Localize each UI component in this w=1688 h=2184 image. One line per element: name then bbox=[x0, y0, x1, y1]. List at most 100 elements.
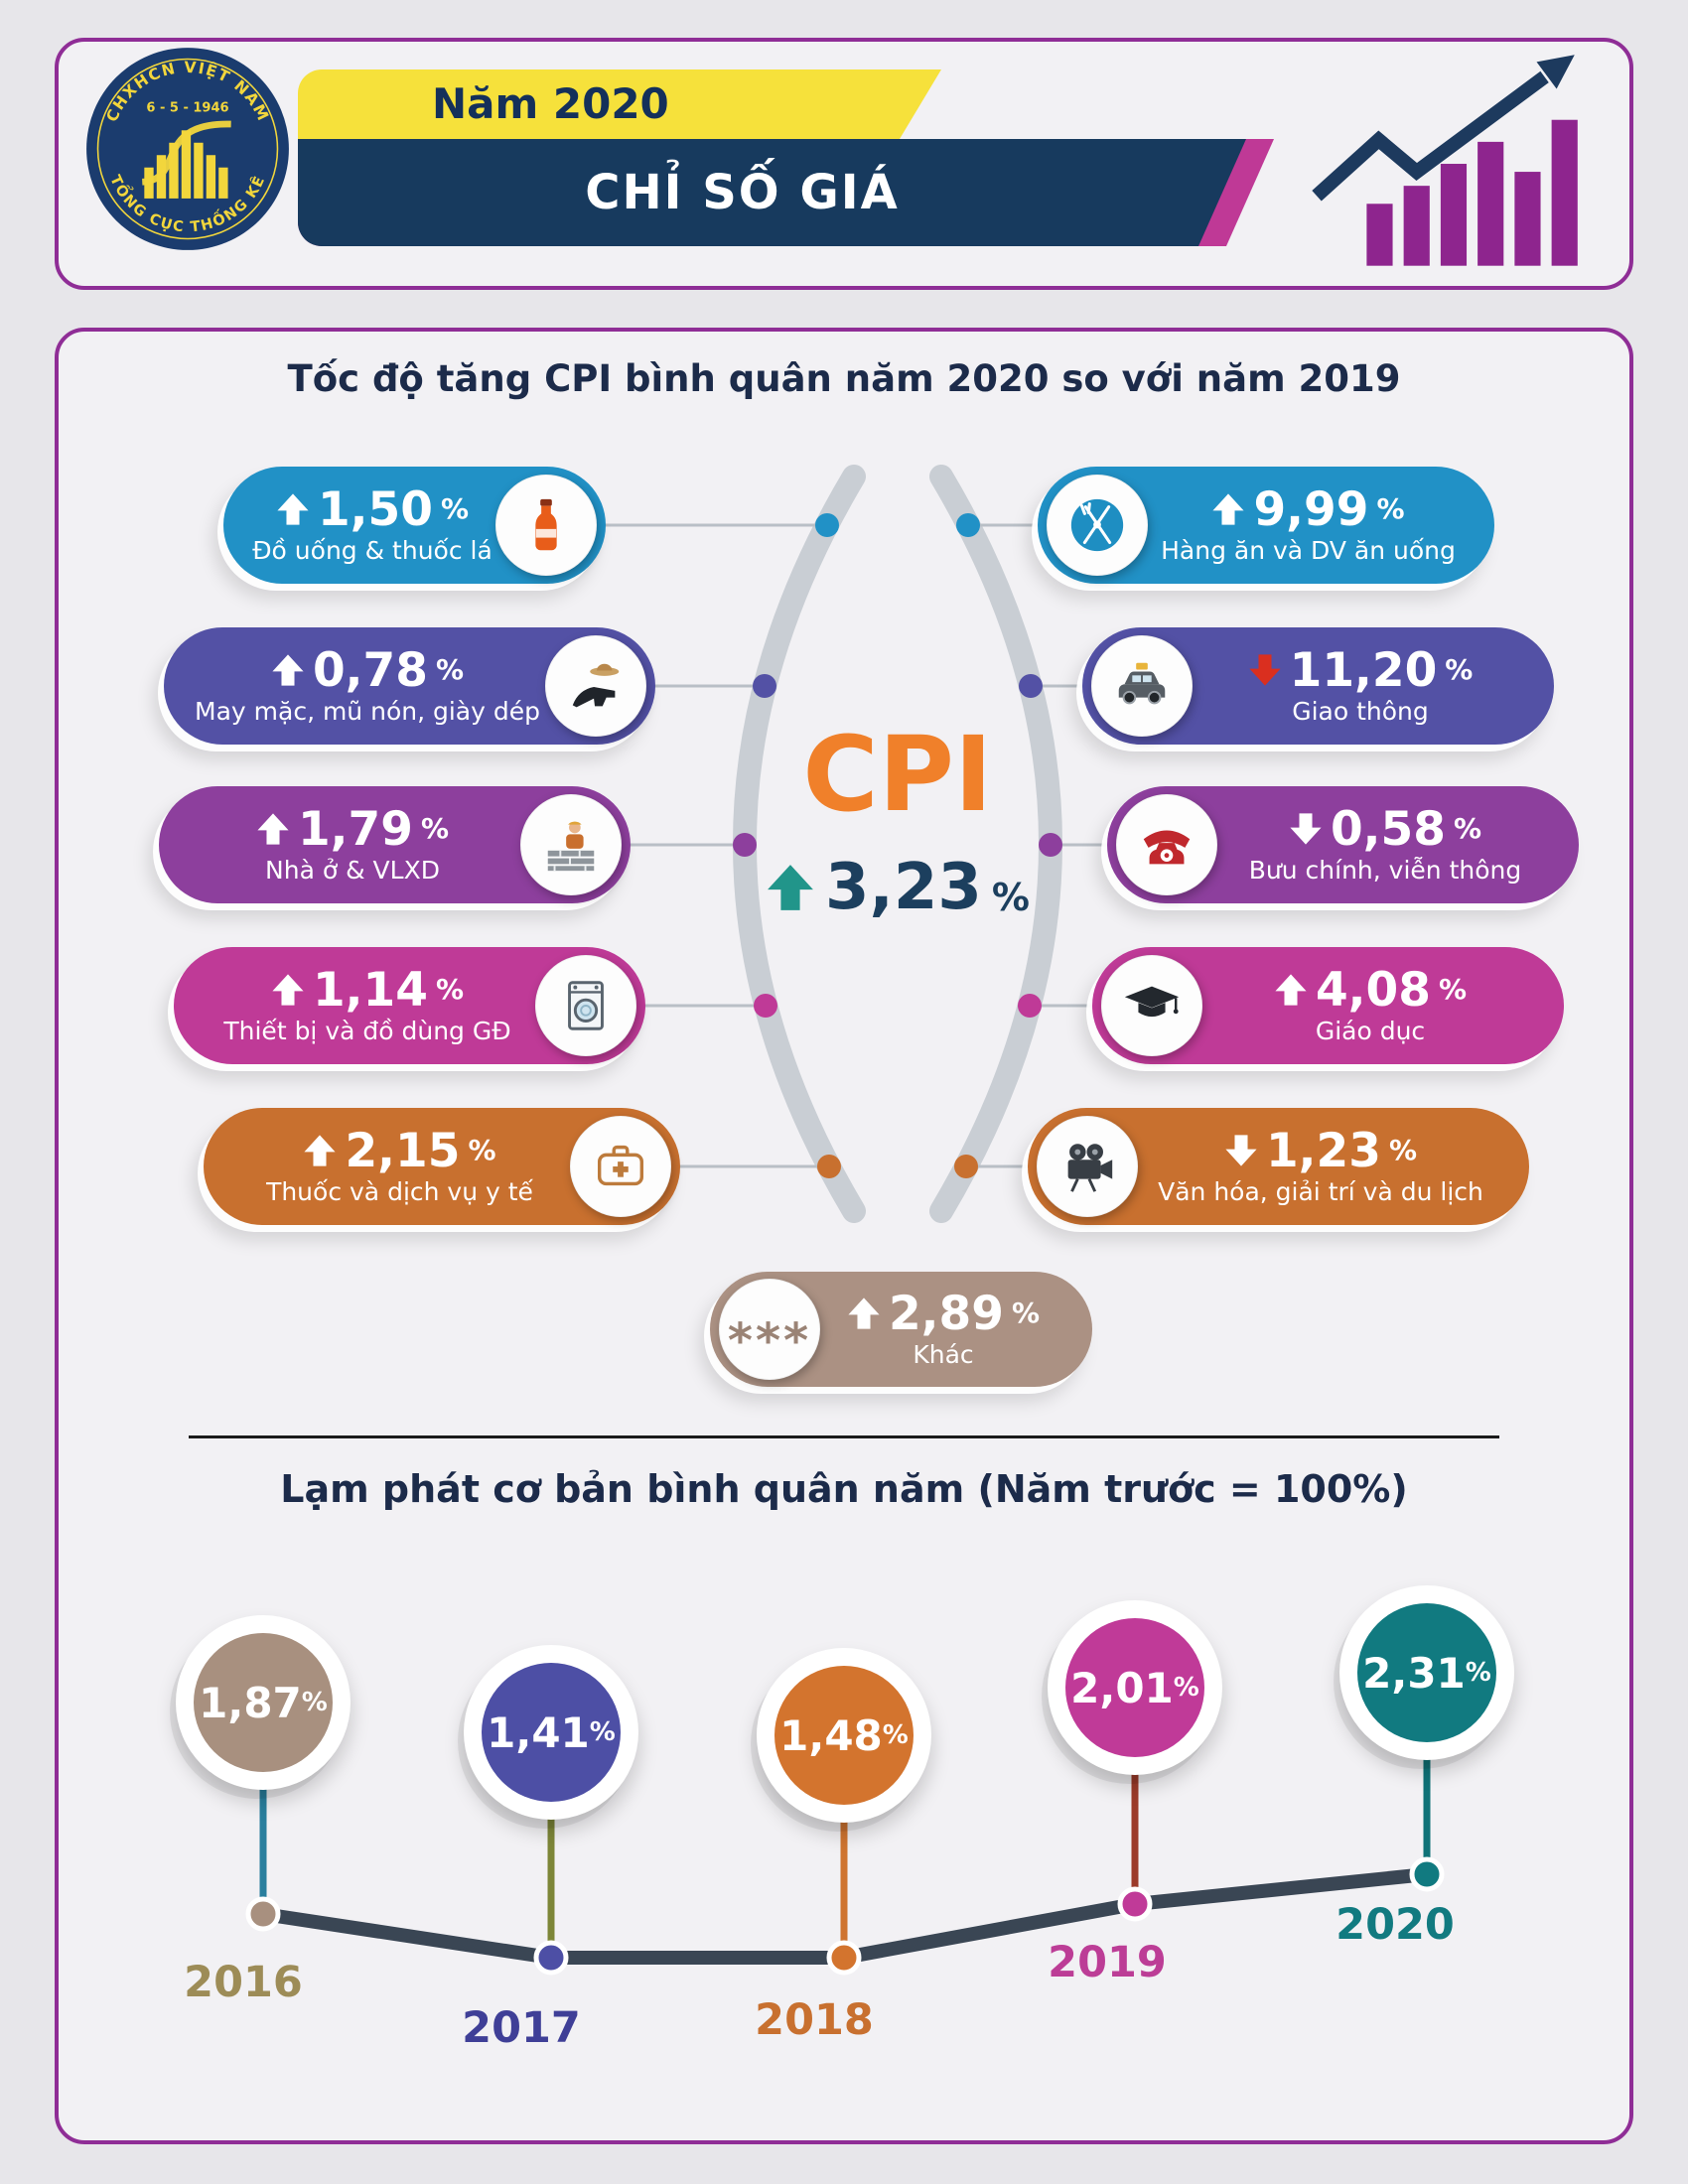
pill-category-label: Nhà ở & VLXD bbox=[265, 855, 440, 885]
cpi-category-pill-transport: 11,20% Giao thông bbox=[1082, 627, 1554, 745]
cpi-center-label: CPI bbox=[802, 714, 993, 835]
pill-value-unit: % bbox=[1453, 812, 1482, 845]
inflation-value: 1,87 bbox=[199, 1678, 302, 1727]
year-label-2016: 2016 bbox=[184, 1958, 303, 2007]
trend-arrow-icon bbox=[272, 974, 304, 1006]
pill-value-unit: % bbox=[1011, 1297, 1041, 1329]
icon-holder bbox=[1091, 635, 1193, 737]
pill-value-text: 4,08 bbox=[1315, 962, 1431, 1018]
pill-value-text: 0,78 bbox=[312, 642, 428, 698]
inflation-value: 2,01 bbox=[1070, 1663, 1174, 1712]
pill-category-label: Giáo dục bbox=[1315, 1016, 1426, 1045]
pill-value-unit: % bbox=[1438, 973, 1468, 1006]
cpi-section-title: Tốc độ tăng CPI bình quân năm 2020 so vớ… bbox=[287, 357, 1401, 400]
inflation-value: 2,31 bbox=[1362, 1648, 1466, 1698]
gso-logo: CHXHCN VIỆT NAM 6 - 5 - 1946 TỔNG CỤC TH… bbox=[86, 48, 289, 250]
pill-text: 4,08% Giáo dục bbox=[1202, 967, 1538, 1045]
cpi-category-pill-other: *** 2,89% Khác bbox=[710, 1272, 1092, 1387]
cpi-category-pill-food: 9,99% Hàng ăn và DV ăn uống bbox=[1038, 467, 1494, 584]
inflation-node-2016: 1,87% bbox=[176, 1615, 351, 1790]
pill-category-label: Giao thông bbox=[1292, 696, 1429, 726]
inflation-node-disc: 1,87% bbox=[194, 1633, 333, 1772]
pill-value-text: 1,14 bbox=[312, 962, 428, 1018]
pill-category-label: May mặc, mũ nón, giày dép bbox=[195, 696, 540, 726]
trend-arrow-icon bbox=[277, 493, 309, 525]
trend-arrow-icon bbox=[272, 654, 304, 686]
pill-category-label: Hàng ăn và DV ăn uống bbox=[1161, 535, 1456, 565]
trend-arrow-icon bbox=[1212, 493, 1245, 525]
clothing-footwear-icon bbox=[572, 663, 620, 708]
icon-holder bbox=[545, 635, 646, 737]
year-banner-label: Năm 2020 bbox=[432, 79, 669, 128]
inflation-section-title: Lạm phát cơ bản bình quân năm (Năm trước… bbox=[280, 1467, 1408, 1511]
year-label-2020: 2020 bbox=[1336, 1900, 1455, 1950]
trend-arrow-icon bbox=[1275, 974, 1307, 1006]
pill-category-label: Văn hóa, giải trí và du lịch bbox=[1158, 1176, 1483, 1206]
pill-value-text: 1,79 bbox=[297, 801, 413, 857]
fork-knife-icon bbox=[1070, 498, 1124, 552]
pill-category-label: Thuốc và dịch vụ y tế bbox=[266, 1176, 533, 1206]
taxi-icon bbox=[1118, 662, 1166, 705]
icon-holder bbox=[495, 475, 597, 576]
pill-value-text: 1,50 bbox=[317, 481, 433, 537]
inflation-node-disc: 1,41% bbox=[482, 1663, 621, 1802]
trend-arrow-icon bbox=[1225, 1135, 1257, 1166]
inflation-node-2017: 1,41% bbox=[464, 1645, 638, 1820]
first-aid-kit-icon bbox=[597, 1145, 644, 1186]
inflation-value: 1,48 bbox=[779, 1710, 883, 1760]
washing-machine-icon bbox=[568, 981, 604, 1030]
inflation-value-unit: % bbox=[301, 1688, 328, 1717]
main-card bbox=[55, 328, 1633, 2144]
pill-value-text: 2,89 bbox=[888, 1286, 1004, 1341]
inflation-node-disc: 2,01% bbox=[1065, 1618, 1204, 1757]
beverage-bottle-icon bbox=[535, 498, 557, 551]
asterisks-icon: *** bbox=[727, 1313, 812, 1369]
section-divider bbox=[189, 1435, 1499, 1438]
pill-text: 0,78% May mặc, mũ nón, giày dép bbox=[190, 647, 545, 726]
cpi-value-unit: % bbox=[991, 876, 1030, 919]
pill-category-label: Khác bbox=[913, 1339, 974, 1369]
icon-holder bbox=[535, 955, 636, 1056]
inflation-value-unit: % bbox=[1465, 1658, 1491, 1688]
pill-value-text: 9,99 bbox=[1253, 481, 1369, 537]
inflation-node-disc: 2,31% bbox=[1357, 1603, 1496, 1742]
year-label-2019: 2019 bbox=[1048, 1938, 1167, 1987]
pill-text: 1,14% Thiết bị và đồ dùng GĐ bbox=[200, 967, 535, 1045]
cpi-value-text: 3,23 bbox=[825, 851, 982, 924]
pill-text: 11,20% Giao thông bbox=[1193, 647, 1528, 726]
icon-holder: *** bbox=[719, 1279, 820, 1380]
trend-arrow-icon bbox=[768, 865, 813, 910]
icon-holder bbox=[520, 794, 622, 895]
inflation-value-unit: % bbox=[589, 1717, 616, 1747]
cpi-category-pill-appliances: 1,14% Thiết bị và đồ dùng GĐ bbox=[174, 947, 645, 1064]
graduation-cap-icon bbox=[1124, 986, 1180, 1018]
year-banner: Năm 2020 bbox=[298, 69, 941, 139]
inflation-value-unit: % bbox=[882, 1720, 909, 1750]
pill-value-text: 2,15 bbox=[345, 1123, 461, 1178]
cpi-category-pill-beverages: 1,50% Đồ uống & thuốc lá bbox=[223, 467, 606, 584]
cpi-category-pill-post-telecom: 0,58% Bưu chính, viễn thông bbox=[1107, 786, 1579, 903]
icon-holder bbox=[1116, 794, 1217, 895]
icon-holder bbox=[1047, 475, 1148, 576]
cpi-center-value: 3,23 % bbox=[709, 856, 1086, 919]
pill-value-unit: % bbox=[1445, 653, 1474, 686]
pill-value-unit: % bbox=[435, 973, 465, 1006]
pill-category-label: Đồ uống & thuốc lá bbox=[252, 535, 492, 565]
trend-arrow-icon bbox=[848, 1297, 880, 1329]
growth-chart-icon bbox=[1312, 55, 1578, 266]
pill-text: 1,79% Nhà ở & VLXD bbox=[185, 806, 520, 885]
pill-text: 9,99% Hàng ăn và DV ăn uống bbox=[1148, 486, 1469, 565]
cpi-category-pill-education: 4,08% Giáo dục bbox=[1092, 947, 1564, 1064]
title-banner: CHỈ SỐ GIÁ bbox=[298, 139, 1246, 246]
pill-text: 2,15% Thuốc và dịch vụ y tế bbox=[229, 1128, 570, 1206]
pill-text: 1,50% Đồ uống & thuốc lá bbox=[249, 486, 495, 565]
cpi-category-pill-clothing: 0,78% May mặc, mũ nón, giày dép bbox=[164, 627, 655, 745]
pill-value-unit: % bbox=[440, 492, 470, 525]
inflation-node-2018: 1,48% bbox=[757, 1648, 931, 1823]
inflation-value-unit: % bbox=[1173, 1673, 1199, 1703]
pill-value-text: 11,20 bbox=[1289, 642, 1438, 698]
page-title: CHỈ SỐ GIÁ bbox=[585, 165, 900, 220]
construction-worker-icon bbox=[547, 821, 595, 872]
pill-text: 1,23% Văn hóa, giải trí và du lịch bbox=[1138, 1128, 1503, 1206]
